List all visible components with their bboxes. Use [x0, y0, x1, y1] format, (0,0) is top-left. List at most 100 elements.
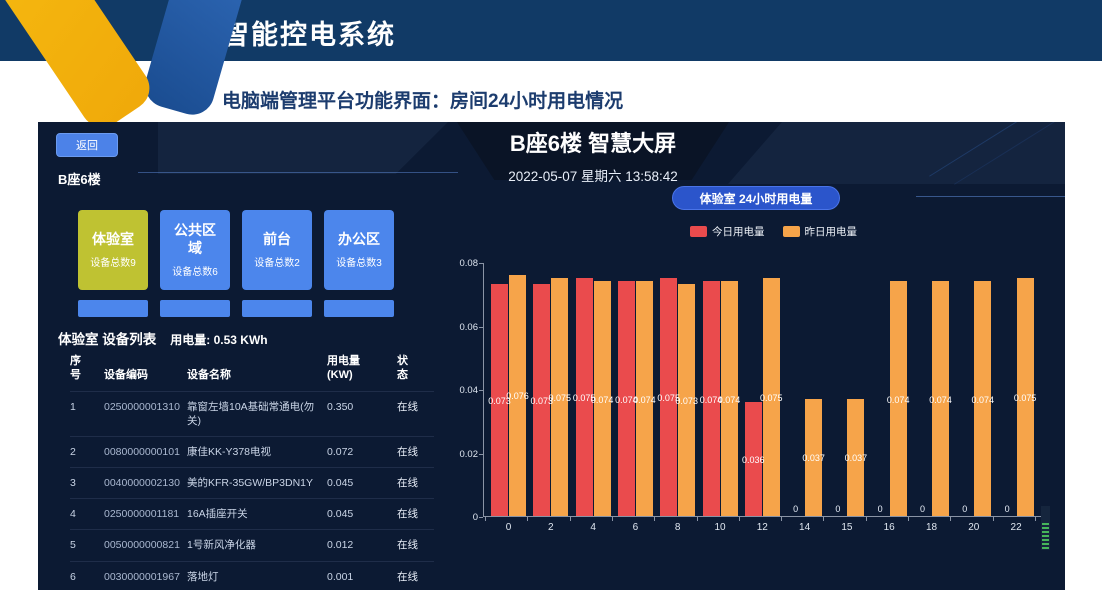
table-cell: 0.072 — [327, 445, 354, 458]
table-row: 4 0250000001181 16A插座开关 0.045 在线 — [70, 498, 434, 530]
bar-today[interactable] — [744, 401, 762, 516]
column-header: 设备编码 — [104, 369, 148, 382]
legend-item-1[interactable]: 今日用电量 — [690, 224, 765, 239]
bar-zero-label: 0 — [793, 504, 799, 514]
bar-value-label: 0.073 — [488, 396, 511, 407]
page-subtitle: 电脑端管理平台功能界面：房间24小时用电情况 — [222, 91, 624, 112]
legend-swatch-icon — [690, 226, 707, 237]
x-axis-label: 20 — [968, 522, 980, 533]
device-list-header: 体验室 设备列表 用电量: 0.53 KWh — [58, 328, 268, 348]
bar-zero-label: 0 — [919, 504, 925, 514]
bar-value-label: 0.074 — [971, 394, 995, 405]
bar-value-label: 0.074 — [615, 394, 638, 405]
bar-yesterday[interactable] — [974, 281, 992, 516]
bar-yesterday[interactable] — [847, 398, 865, 516]
x-axis-tick — [823, 517, 825, 521]
x-axis-tick — [611, 517, 613, 521]
x-axis-tick — [738, 517, 740, 521]
bar-yesterday[interactable] — [593, 281, 611, 516]
x-axis-tick — [654, 517, 656, 521]
table-cell: 靠窗左墙10A基础常通电(勿关) — [187, 400, 315, 427]
x-axis-tick — [569, 517, 571, 521]
bar-value-label: 0.074 — [590, 394, 614, 405]
room-subbar-1[interactable] — [78, 300, 148, 317]
floor-label: B座6楼 — [58, 172, 101, 187]
device-table-body: 1 0250000001310 靠窗左墙10A基础常通电(勿关) 0.350 在线 2 00… — [70, 391, 434, 590]
bar-yesterday[interactable] — [635, 281, 653, 516]
device-list-title: 体验室 设备列表 — [58, 332, 157, 347]
deco-line-left — [138, 172, 458, 173]
y-axis-label: 0.02 — [459, 448, 479, 460]
room-subbar-4[interactable] — [324, 300, 394, 317]
bar-today[interactable] — [575, 277, 593, 516]
y-axis-tick — [479, 517, 483, 518]
screen-title: B座6楼 智慧大屏 — [509, 131, 677, 156]
y-axis-tick — [479, 390, 483, 391]
bar-today[interactable] — [702, 281, 720, 516]
room-button-2[interactable]: 公共区域 设备总数6 — [160, 210, 230, 290]
bar-today[interactable] — [660, 277, 678, 516]
x-axis-tick — [781, 517, 783, 521]
bar-yesterday[interactable] — [1016, 277, 1034, 516]
table-cell: 1 — [70, 400, 76, 413]
device-table: 序 号设备编码 设备名称 用电量 (KW) 状 态 1 0250000001310 靠窗左… — [70, 354, 434, 590]
deco-panel-left — [158, 122, 448, 174]
x-axis-label: 2 — [548, 522, 554, 533]
table-cell: 在线 — [397, 508, 418, 521]
bar-today[interactable] — [491, 284, 508, 516]
header-band — [0, 0, 1102, 61]
x-axis-label: 14 — [799, 522, 811, 533]
x-axis-tick — [992, 517, 994, 521]
bar-value-label: 0.075 — [760, 392, 783, 403]
table-cell: 4 — [70, 508, 76, 521]
room-subbar-3[interactable] — [242, 300, 312, 317]
room-button-3[interactable]: 前台 设备总数2 — [242, 210, 312, 290]
table-cell: 2 — [70, 445, 76, 458]
bar-yesterday[interactable] — [932, 281, 949, 516]
table-cell: 在线 — [397, 445, 418, 458]
bar-value-label: 0.074 — [886, 394, 910, 405]
x-axis-label: 22 — [1010, 522, 1022, 533]
table-row: 6 0030000001967 落地灯 0.001 在线 — [70, 561, 434, 590]
x-axis-label: 16 — [883, 522, 895, 533]
room-name: 公共区域 — [174, 222, 216, 256]
x-axis-label: 4 — [590, 522, 596, 533]
table-cell: 0.350 — [327, 400, 354, 413]
table-cell: 康佳KK-Y378电视 — [187, 445, 272, 458]
dashboard-panel: 返回 B座6楼 B座6楼 智慧大屏 2022-05-07 星期六 13:58:4… — [38, 122, 1065, 590]
table-cell: 0030000001967 — [104, 570, 180, 583]
deco-panel-right — [728, 122, 1065, 184]
table-row: 2 0080000000101 康佳KK-Y378电视 0.072 在线 — [70, 436, 434, 467]
rooms-subbar-row — [78, 300, 394, 317]
table-cell: 1号新风净化器 — [187, 539, 256, 552]
column-header: 状 态 — [397, 355, 408, 382]
bar-yesterday[interactable] — [889, 281, 907, 516]
table-cell: 0.001 — [327, 570, 354, 583]
back-button[interactable]: 返回 — [56, 133, 118, 157]
bar-today[interactable] — [617, 281, 635, 516]
bar-value-label: 0.036 — [742, 454, 765, 465]
bar-yesterday[interactable] — [551, 277, 569, 516]
bar-yesterday[interactable] — [805, 398, 823, 516]
room-button-1[interactable]: 体验室 设备总数9 — [78, 210, 148, 290]
legend-item-2[interactable]: 昨日用电量 — [782, 224, 857, 239]
bar-today[interactable] — [533, 284, 551, 516]
chart-title-pill: 体验室 24小时用电量 — [672, 186, 840, 210]
legend-label: 今日用电量 — [712, 226, 765, 238]
x-axis-label: 0 — [505, 522, 512, 533]
bar-yesterday[interactable] — [509, 274, 526, 516]
x-axis-label: 15 — [841, 522, 853, 533]
bar-yesterday[interactable] — [720, 281, 738, 516]
app-title: 智能控电系统 — [222, 20, 396, 50]
y-axis-tick — [479, 326, 483, 328]
bar-yesterday[interactable] — [762, 277, 780, 516]
deco-panel-center — [457, 122, 729, 180]
room-subbar-2[interactable] — [160, 300, 230, 317]
y-axis-tick — [479, 263, 483, 264]
bar-value-label: 0.075 — [572, 392, 596, 403]
signal-indicator — [1041, 506, 1050, 550]
room-button-4[interactable]: 办公区 设备总数3 — [324, 210, 394, 290]
chart-legend: 今日用电量 昨日用电量 — [690, 224, 857, 239]
x-axis-tick — [527, 517, 529, 521]
bar-yesterday[interactable] — [678, 284, 696, 516]
